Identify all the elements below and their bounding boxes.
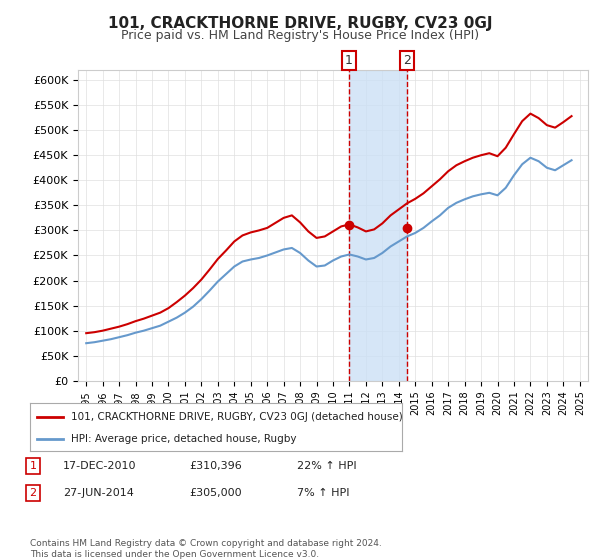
Text: 1: 1 xyxy=(29,461,37,471)
Text: £310,396: £310,396 xyxy=(189,461,242,471)
Text: 2: 2 xyxy=(403,54,411,67)
Text: 101, CRACKTHORNE DRIVE, RUGBY, CV23 0GJ (detached house): 101, CRACKTHORNE DRIVE, RUGBY, CV23 0GJ … xyxy=(71,412,403,422)
Text: Price paid vs. HM Land Registry's House Price Index (HPI): Price paid vs. HM Land Registry's House … xyxy=(121,29,479,42)
Text: 1: 1 xyxy=(345,54,353,67)
Text: 17-DEC-2010: 17-DEC-2010 xyxy=(63,461,137,471)
Text: 27-JUN-2014: 27-JUN-2014 xyxy=(63,488,134,498)
Text: £305,000: £305,000 xyxy=(189,488,242,498)
Bar xyxy=(349,70,407,381)
Text: 2: 2 xyxy=(29,488,37,498)
Text: 101, CRACKTHORNE DRIVE, RUGBY, CV23 0GJ: 101, CRACKTHORNE DRIVE, RUGBY, CV23 0GJ xyxy=(108,16,492,31)
Text: 7% ↑ HPI: 7% ↑ HPI xyxy=(297,488,349,498)
Text: Contains HM Land Registry data © Crown copyright and database right 2024.
This d: Contains HM Land Registry data © Crown c… xyxy=(30,539,382,559)
Text: 22% ↑ HPI: 22% ↑ HPI xyxy=(297,461,356,471)
Text: HPI: Average price, detached house, Rugby: HPI: Average price, detached house, Rugb… xyxy=(71,434,296,444)
